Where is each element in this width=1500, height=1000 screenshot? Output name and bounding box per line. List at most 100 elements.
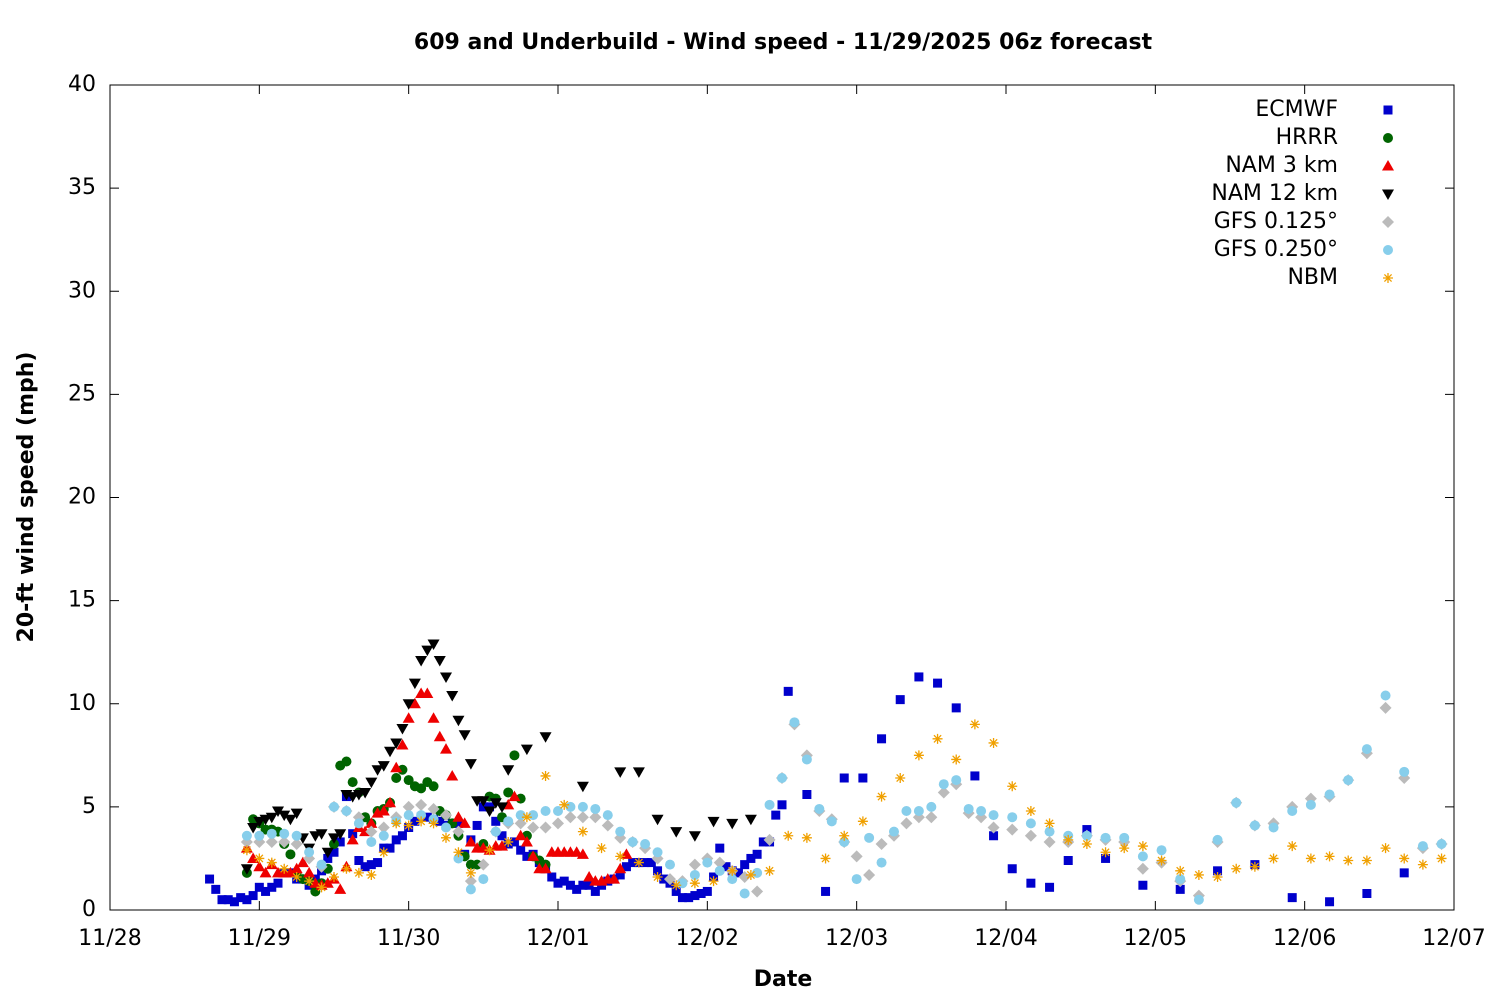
data-point [726,818,739,830]
data-point [396,739,409,750]
data-point [746,853,756,863]
data-point [416,810,427,821]
data-point [508,790,521,802]
data-point [254,830,265,841]
data-point [236,893,246,903]
data-point [464,835,477,847]
y-tick-label: 15 [68,588,96,613]
data-point [477,796,490,807]
data-point [596,843,607,854]
data-point [1175,865,1186,876]
legend-label: HRRR [1276,125,1338,150]
data-point [1100,847,1111,858]
data-point [489,798,502,809]
data-point [801,832,812,843]
data-point [590,886,600,896]
data-point [478,874,489,885]
data-point [539,821,552,834]
data-point [240,864,253,875]
data-point [390,738,403,749]
data-point [1193,894,1204,905]
data-point [1156,855,1167,866]
data-point [490,826,501,837]
data-point [353,818,364,829]
data-point [1175,884,1185,894]
data-point [738,871,751,883]
data-point [491,816,501,826]
data-point [801,754,812,765]
data-point [740,860,750,870]
data-point [1007,781,1018,792]
data-point [265,835,278,848]
data-point [758,837,768,847]
data-point [707,816,720,828]
y-tick-label: 0 [82,897,96,922]
data-point [464,875,477,888]
data-point [335,837,345,847]
data-point [353,867,364,878]
legend-label: ECMWF [1255,97,1338,122]
data-point [366,836,377,847]
data-point [1436,853,1447,864]
data-point [895,695,905,705]
data-point [963,803,974,814]
data-point [913,750,924,761]
data-point [410,816,420,826]
data-point [702,857,713,868]
data-point [671,886,681,896]
legend-marker [1383,133,1393,143]
data-point [1026,878,1036,888]
data-point [316,882,327,893]
data-point [266,828,277,839]
x-tick-label: 12/03 [825,926,888,951]
data-point [901,806,912,816]
data-point [365,817,378,828]
data-point [1343,775,1354,786]
data-point [453,818,463,828]
data-point [783,830,794,841]
data-point [602,810,613,821]
data-point [777,773,787,783]
data-point [1361,855,1372,866]
data-point [895,773,906,783]
data-point [1119,832,1130,843]
data-point [522,851,532,861]
data-point [1399,868,1409,878]
series-points [240,639,757,875]
data-point [483,806,496,817]
legend-marker [1382,160,1394,171]
x-tick-label: 12/02 [676,926,739,951]
data-point [416,783,427,794]
data-point [472,859,483,870]
data-point [857,816,868,827]
data-point [1231,863,1242,874]
data-point [727,874,738,885]
data-point [615,826,626,837]
data-point [527,850,540,861]
data-point [514,829,527,841]
data-point [875,838,888,850]
legend-label: GFS 0.125° [1214,209,1338,234]
data-point [577,801,588,812]
data-point [688,831,701,842]
data-point [933,678,943,688]
data-point [1081,839,1092,849]
data-point [384,796,396,808]
data-point [564,811,577,824]
data-point [1045,882,1055,892]
data-point [1101,853,1111,863]
data-point [553,806,563,816]
data-point [366,869,377,880]
data-point [733,868,743,878]
data-point [329,839,339,849]
data-point [315,829,328,840]
data-point [937,786,950,799]
data-point [397,831,407,841]
data-point [290,862,303,874]
data-point [615,870,625,880]
data-point [384,746,396,758]
data-point [608,873,620,884]
data-point [764,865,775,876]
data-point [415,798,428,811]
